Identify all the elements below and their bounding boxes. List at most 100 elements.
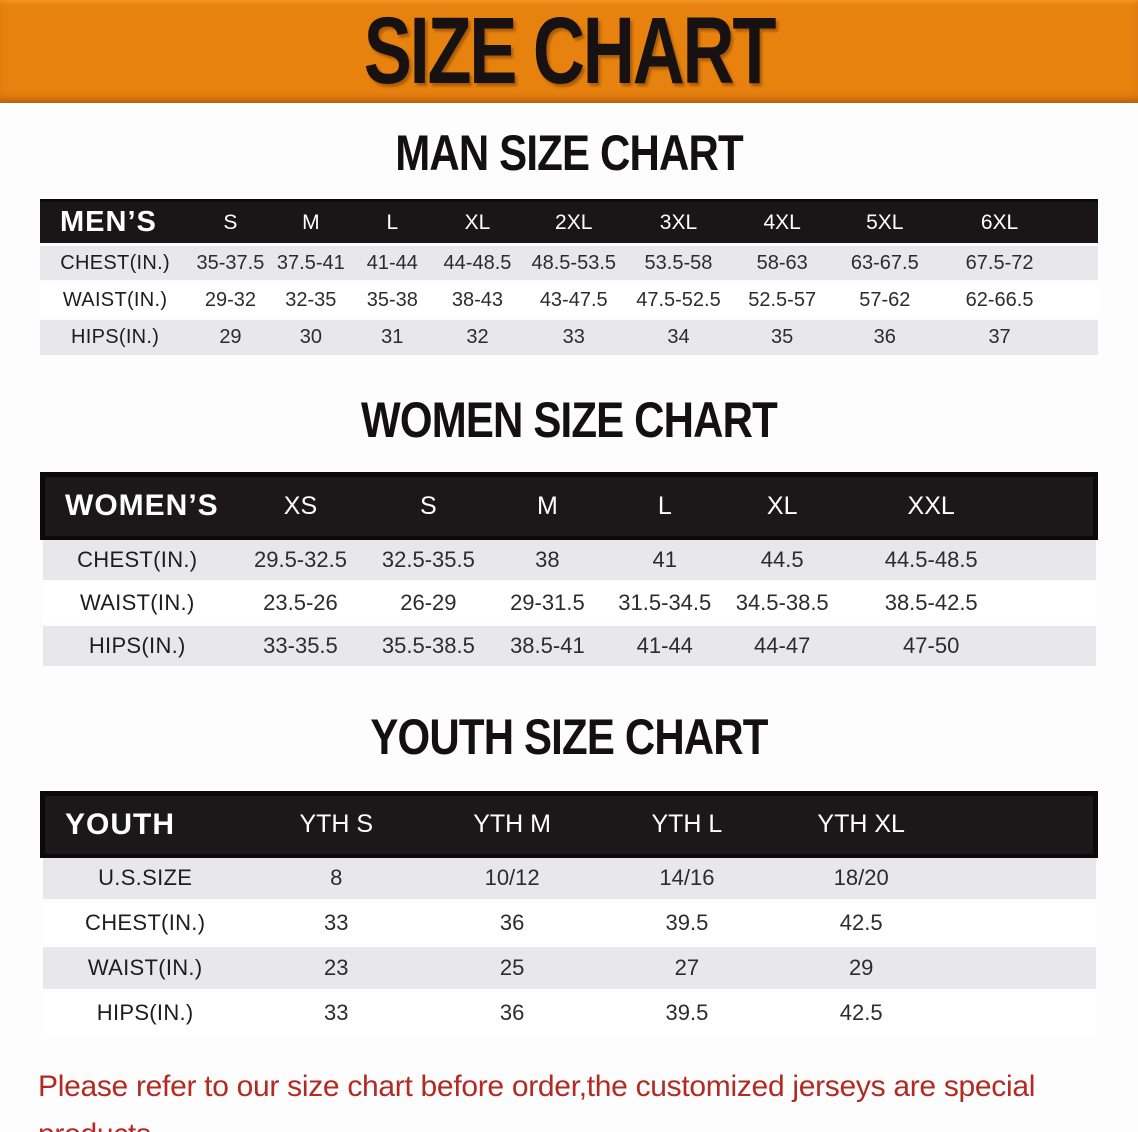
measurement-label-cell: WAIST(IN.) — [42, 579, 233, 625]
measurement-value-cell: 62-66.5 — [936, 280, 1064, 320]
measurement-value-cell: 42.5 — [774, 899, 949, 947]
measurement-row: HIPS(IN.) 33 36 39.5 42.5 — [42, 989, 1096, 1037]
row-spacer-cell — [1063, 317, 1098, 357]
size-column-header: L — [351, 199, 434, 245]
row-spacer-cell — [948, 944, 1096, 992]
measurement-value-cell: 32.5-35.5 — [368, 536, 488, 582]
size-table-header-row: YOUTH YTH S YTH M YTH L YTH XL — [39, 791, 1099, 858]
measurement-label-cell: CHEST(IN.) — [42, 899, 248, 947]
measurement-value-cell: 27 — [599, 944, 775, 992]
women-size-table: WOMEN’S XS S M L XL XXL CHEST(IN.) 29.5-32.5 32.5… — [40, 471, 1098, 668]
header-spacer-cell — [1063, 199, 1098, 245]
measurement-value-cell: 67.5-72 — [936, 243, 1064, 283]
measurement-label-cell: HIPS(IN.) — [42, 989, 248, 1037]
measurement-value-cell: 30 — [270, 317, 352, 357]
measurement-value-cell: 41-44 — [351, 243, 434, 283]
measurement-value-cell: 38.5-41 — [487, 622, 607, 668]
men-section-heading: MAN SIZE CHART — [395, 125, 743, 181]
measurement-value-cell: 36 — [424, 989, 600, 1037]
measurement-value-cell: 8 — [247, 854, 425, 902]
table-corner-label: WOMEN’S — [40, 471, 233, 540]
header-spacer-cell — [948, 791, 1099, 858]
measurement-value-cell: 34 — [626, 317, 731, 357]
measurement-value-cell: 35-37.5 — [190, 243, 271, 283]
size-column-header: 6XL — [936, 199, 1064, 245]
measurement-value-cell: 23.5-26 — [232, 579, 369, 625]
measurement-value-cell: 29-31.5 — [487, 579, 607, 625]
row-spacer-cell — [1020, 536, 1096, 582]
measurement-label-cell: CHEST(IN.) — [42, 536, 233, 582]
measurement-value-cell: 53.5-58 — [626, 243, 731, 283]
women-section-heading: WOMEN SIZE CHART — [361, 391, 778, 448]
size-column-header: 2XL — [521, 199, 627, 245]
size-column-header: 3XL — [626, 199, 731, 245]
measurement-row: HIPS(IN.) 29 30 31 32 33 34 35 36 37 — [40, 317, 1098, 357]
measurement-value-cell: 14/16 — [599, 854, 775, 902]
youth-section-heading: YOUTH SIZE CHART — [370, 709, 768, 765]
measurement-value-cell: 44.5-48.5 — [841, 536, 1021, 582]
row-spacer-cell — [1063, 280, 1098, 320]
measurement-value-cell: 23 — [247, 944, 425, 992]
youth-size-table: YOUTH YTH S YTH M YTH L YTH XL U.S.SIZE 8 10/12… — [39, 791, 1099, 1037]
measurement-value-cell: 38-43 — [433, 280, 522, 320]
row-spacer-cell — [948, 989, 1096, 1037]
measurement-value-cell: 42.5 — [774, 989, 949, 1037]
measurement-value-cell: 38.5-42.5 — [841, 579, 1021, 625]
measurement-value-cell: 29 — [190, 317, 271, 357]
table-corner-label: YOUTH — [39, 791, 248, 858]
table-corner-label: MEN’S — [40, 199, 191, 245]
size-column-header: YTH S — [247, 791, 425, 858]
men-size-table: MEN’S S M L XL 2XL 3XL 4XL 5XL 6XL CHEST(IN.) 35-37… — [40, 199, 1098, 357]
measurement-value-cell: 58-63 — [730, 243, 834, 283]
measurement-label-cell: HIPS(IN.) — [42, 622, 233, 668]
measurement-value-cell: 33 — [521, 317, 627, 357]
size-column-header: YTH L — [599, 791, 775, 858]
measurement-label-cell: WAIST(IN.) — [40, 280, 191, 320]
size-column-header: XXL — [841, 471, 1021, 540]
measurement-value-cell: 35.5-38.5 — [368, 622, 488, 668]
measurement-value-cell: 57-62 — [833, 280, 937, 320]
section-women: WOMEN SIZE CHART WOMEN’S XS S M L XL XXL CHEST(… — [0, 391, 1138, 668]
size-column-header: YTH M — [424, 791, 600, 858]
measurement-value-cell: 31 — [351, 317, 434, 357]
measurement-value-cell: 44-47 — [722, 622, 842, 668]
size-column-header: YTH XL — [774, 791, 949, 858]
measurement-value-cell: 39.5 — [599, 989, 775, 1037]
size-column-header: XL — [433, 199, 522, 245]
measurement-value-cell: 63-67.5 — [833, 243, 937, 283]
size-column-header: S — [190, 199, 271, 245]
header-spacer-cell — [1020, 471, 1098, 540]
measurement-label-cell: U.S.SIZE — [42, 854, 248, 902]
measurement-value-cell: 41-44 — [606, 622, 723, 668]
measurement-value-cell: 34.5-38.5 — [722, 579, 842, 625]
section-youth: YOUTH SIZE CHART YOUTH YTH S YTH M YTH L YTH… — [0, 712, 1138, 1037]
measurement-value-cell: 38 — [487, 536, 607, 582]
row-spacer-cell — [948, 899, 1096, 947]
measurement-value-cell: 44.5 — [722, 536, 842, 582]
row-spacer-cell — [1063, 243, 1098, 283]
row-spacer-cell — [1020, 622, 1096, 668]
size-column-header: XL — [722, 471, 842, 540]
measurement-value-cell: 35-38 — [351, 280, 434, 320]
measurement-label-cell: WAIST(IN.) — [42, 944, 248, 992]
measurement-row: WAIST(IN.) 29-32 32-35 35-38 38-43 43-47.5 47.… — [40, 280, 1098, 320]
measurement-value-cell: 39.5 — [599, 899, 775, 947]
size-table-header-row: MEN’S S M L XL 2XL 3XL 4XL 5XL 6XL — [40, 199, 1098, 245]
measurement-row: CHEST(IN.) 33 36 39.5 42.5 — [42, 899, 1096, 947]
measurement-row: CHEST(IN.) 29.5-32.5 32.5-35.5 38 41 44.5 44.5… — [42, 536, 1096, 582]
measurement-value-cell: 35 — [730, 317, 834, 357]
measurement-value-cell: 36 — [424, 899, 600, 947]
measurement-value-cell: 52.5-57 — [730, 280, 834, 320]
measurement-value-cell: 37 — [936, 317, 1064, 357]
row-spacer-cell — [948, 854, 1096, 902]
measurement-value-cell: 32-35 — [270, 280, 352, 320]
measurement-row: WAIST(IN.) 23 25 27 29 — [42, 944, 1096, 992]
size-column-header: XS — [232, 471, 369, 540]
measurement-value-cell: 18/20 — [774, 854, 949, 902]
size-column-header: 4XL — [730, 199, 834, 245]
measurement-value-cell: 47.5-52.5 — [626, 280, 731, 320]
measurement-value-cell: 33 — [247, 989, 425, 1037]
measurement-label-cell: CHEST(IN.) — [40, 243, 191, 283]
disclaimer: Please refer to our size chart before or… — [38, 1063, 1100, 1132]
